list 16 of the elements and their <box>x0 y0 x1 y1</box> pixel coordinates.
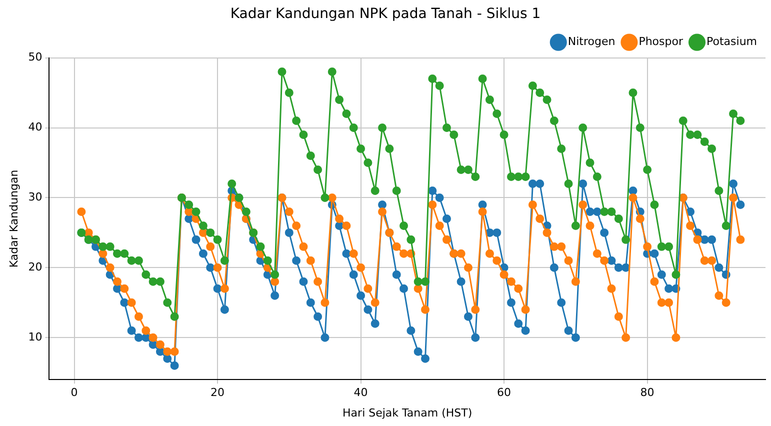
x-tick-label: 60 <box>497 386 512 400</box>
legend-label: Nitrogen <box>568 35 616 48</box>
legend-label: Phospor <box>638 35 684 48</box>
y-tick-label: 30 <box>28 190 42 204</box>
chart-title: Kadar Kandungan NPK pada Tanah - Siklus 1 <box>230 6 541 22</box>
y-tick-label: 10 <box>28 330 42 344</box>
x-tick-label: 0 <box>70 386 78 400</box>
y-tick-label: 20 <box>28 260 42 274</box>
x-tick-label: 80 <box>640 386 654 400</box>
y-tick-label: 50 <box>28 50 42 64</box>
x-axis-title: Hari Sejak Tanam (HST) <box>342 406 472 420</box>
y-axis-title: Kadar Kandungan <box>7 170 20 268</box>
legend-label: Potasium <box>706 35 757 48</box>
y-tick-label: 40 <box>28 120 42 134</box>
x-tick-label: 20 <box>210 386 225 400</box>
x-tick-label: 40 <box>354 386 368 400</box>
